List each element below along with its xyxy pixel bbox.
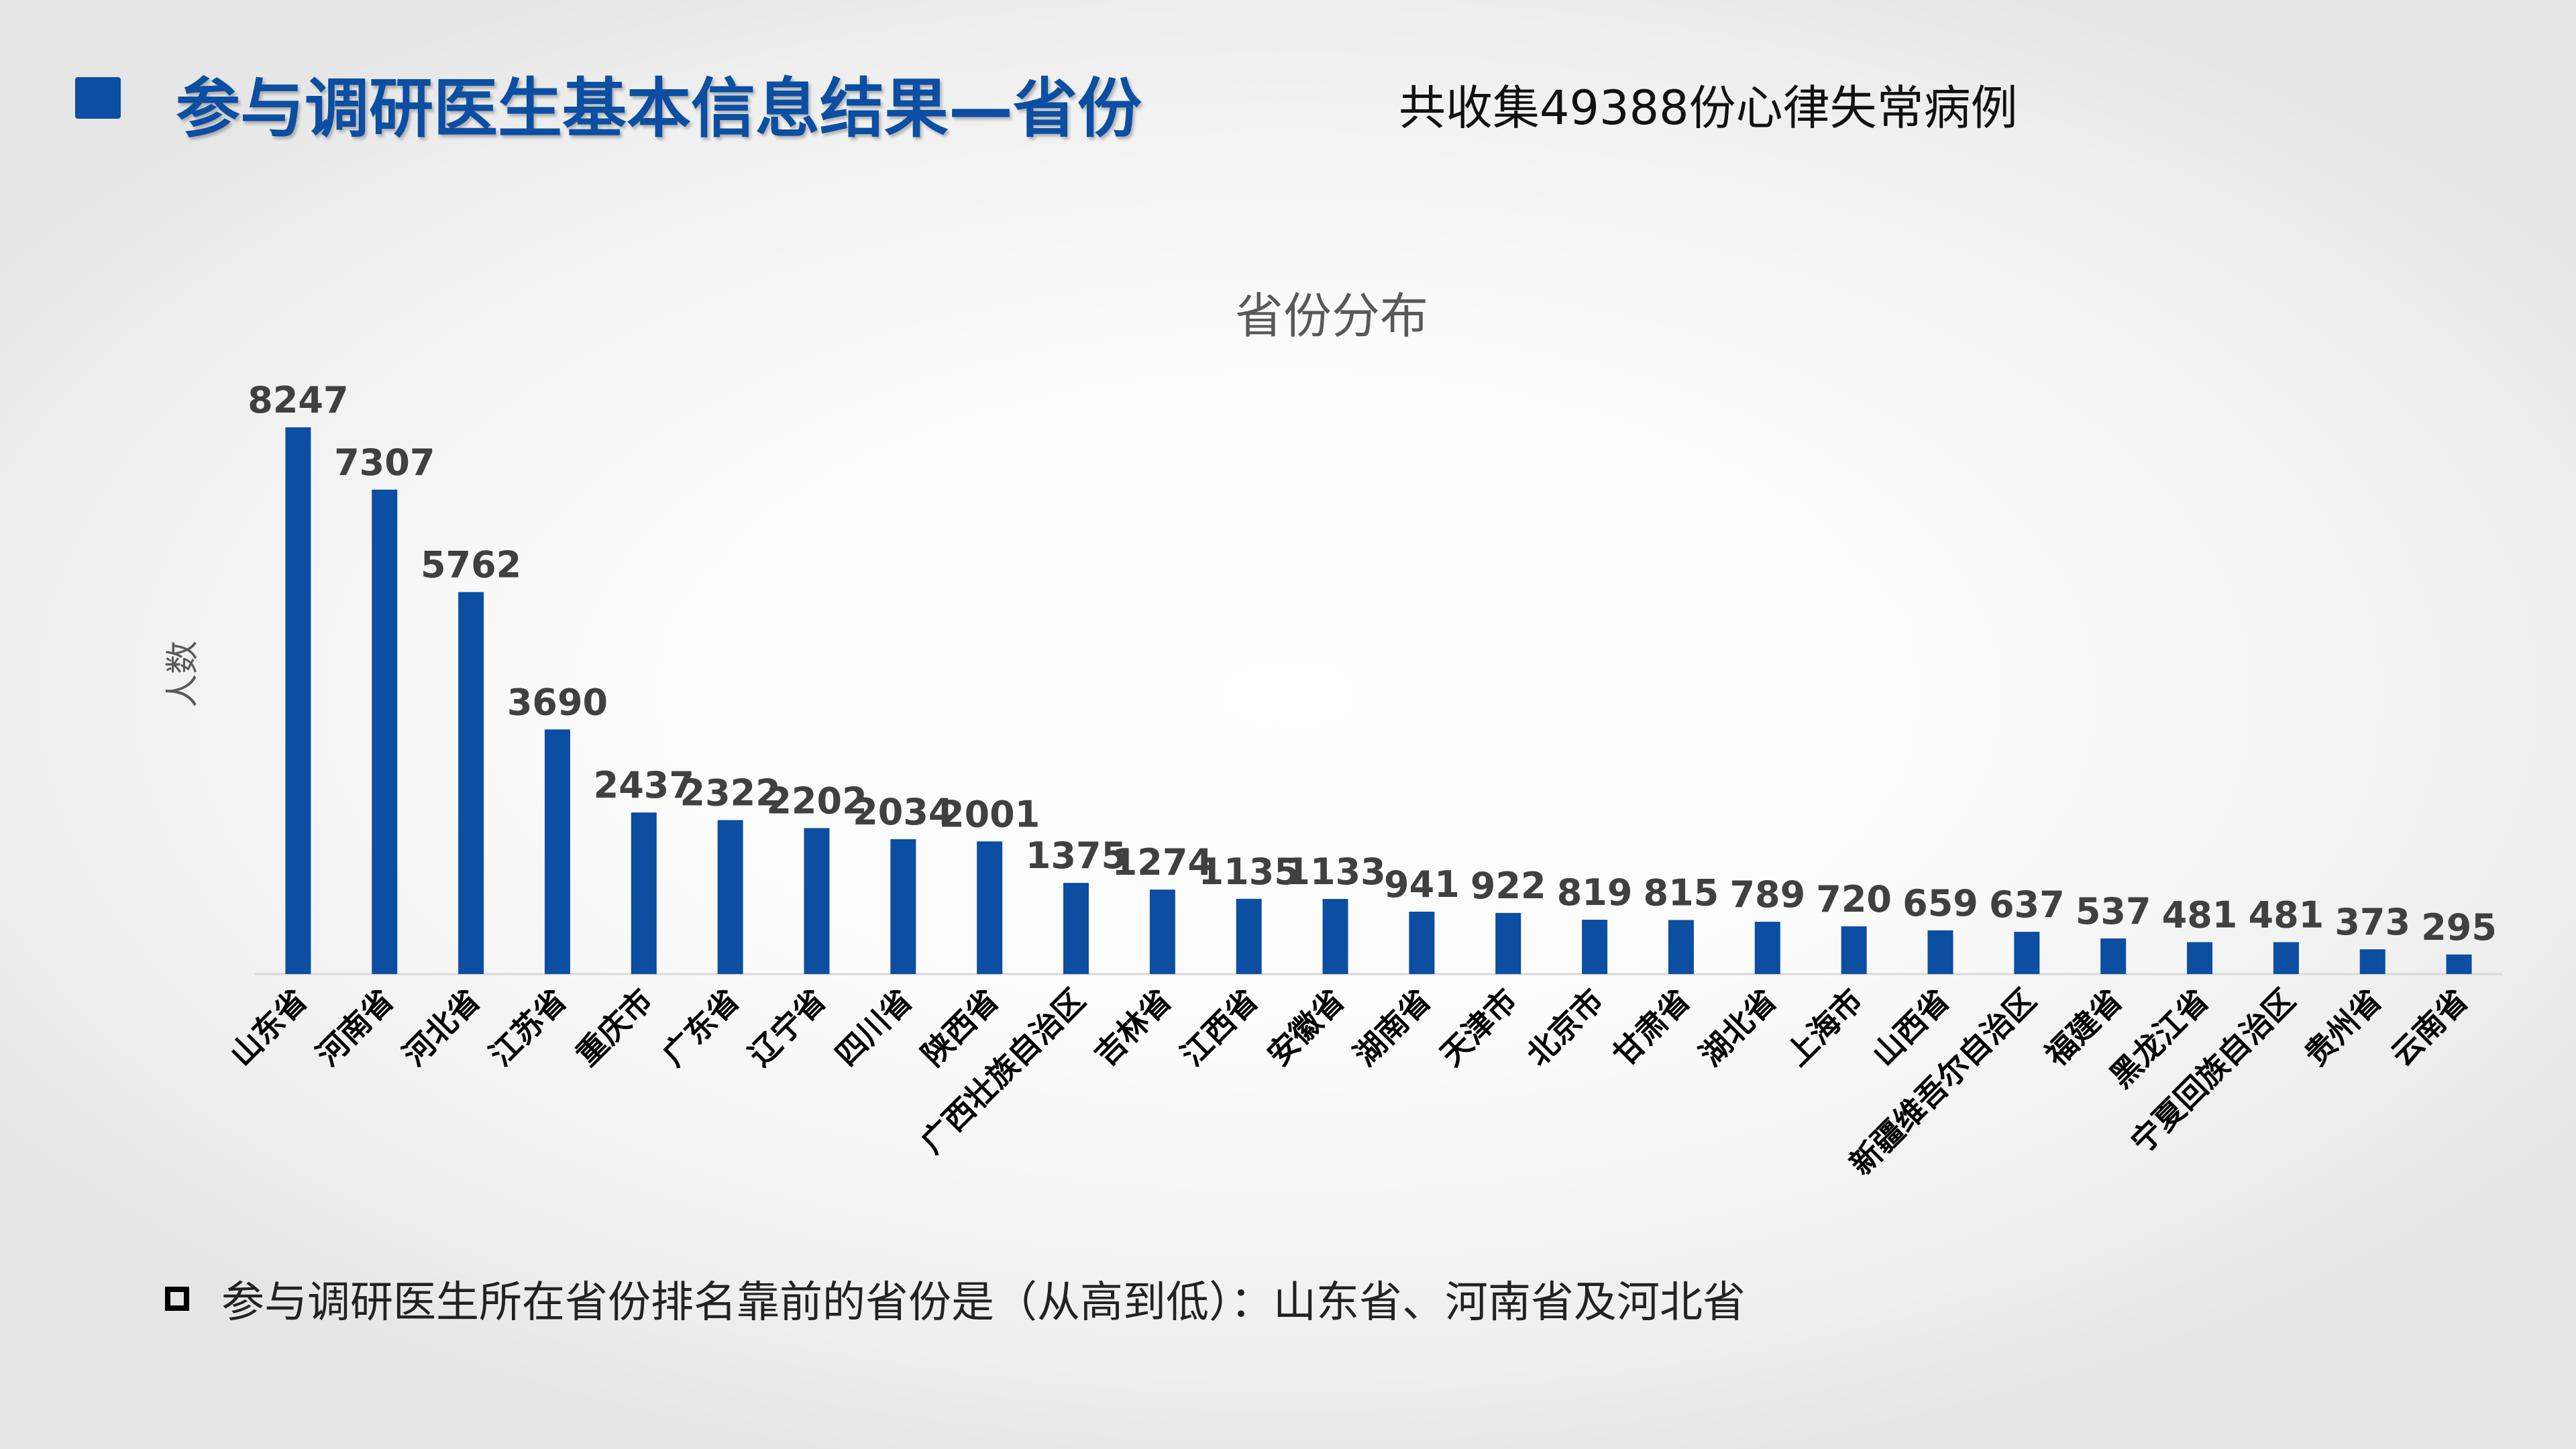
title-marker-square bbox=[75, 77, 121, 119]
summary-note: 参与调研医生所在省份排名靠前的省份是（从高到低）：山东省、河南省及河北省 bbox=[165, 1268, 1746, 1330]
x-category-label: 广东省 bbox=[655, 982, 747, 1073]
bar-value-label: 941 bbox=[1384, 863, 1460, 906]
bar-value-label: 295 bbox=[2421, 906, 2497, 949]
x-category-label: 云南省 bbox=[2384, 982, 2475, 1073]
bar bbox=[1409, 912, 1435, 974]
bar bbox=[1063, 883, 1089, 974]
bar-value-label: 8247 bbox=[248, 379, 348, 421]
bar bbox=[1495, 912, 1521, 974]
bar-value-label: 481 bbox=[2249, 894, 2324, 936]
bar bbox=[717, 820, 743, 974]
bar bbox=[372, 489, 398, 974]
x-category-label: 吉林省 bbox=[1087, 982, 1179, 1073]
bar bbox=[2187, 942, 2213, 974]
x-category-label: 四川省 bbox=[828, 982, 919, 1073]
bar bbox=[1149, 890, 1175, 974]
bar-value-label: 637 bbox=[1989, 883, 2065, 926]
bar-value-label: 2322 bbox=[680, 772, 781, 814]
bar bbox=[2446, 954, 2472, 974]
bar bbox=[544, 729, 570, 974]
category-labels-layer: 山东省河南省河北省江苏省重庆市广东省辽宁省四川省陕西省广西壮族自治区吉林省江西省… bbox=[223, 982, 2475, 1182]
x-category-label: 安徽省 bbox=[1260, 982, 1352, 1073]
bar-chart: 8247 7307 5762 3690 243723222202203420011375… bbox=[223, 379, 2502, 1182]
bar-value-label: 373 bbox=[2334, 901, 2410, 943]
bar-value-label: 815 bbox=[1644, 871, 1719, 914]
bar-value-label: 2034 bbox=[853, 791, 953, 833]
bar-value-label: 720 bbox=[1816, 878, 1892, 920]
bar-value-label: 537 bbox=[2076, 890, 2151, 932]
bar bbox=[2100, 938, 2127, 974]
bar-value-label: 1135 bbox=[1199, 851, 1299, 893]
x-category-label: 北京市 bbox=[1519, 982, 1611, 1073]
bar-value-label: 5762 bbox=[421, 544, 521, 586]
bar-value-label: 789 bbox=[1729, 873, 1805, 916]
bar bbox=[1668, 920, 1694, 974]
bar-value-label: 922 bbox=[1470, 865, 1546, 907]
bar bbox=[890, 839, 916, 974]
x-category-label: 甘肃省 bbox=[1606, 982, 1697, 1073]
x-category-label: 江苏省 bbox=[482, 982, 574, 1073]
bar bbox=[1754, 922, 1780, 974]
bar-value-label: 3690 bbox=[507, 681, 608, 723]
x-category-label: 河北省 bbox=[396, 982, 487, 1073]
value-labels-layer: 8247 7307 5762 3690 243723222202203420011375… bbox=[248, 379, 2497, 949]
bar-value-label: 2001 bbox=[939, 793, 1040, 835]
bar bbox=[804, 828, 830, 974]
bar-value-label: 819 bbox=[1557, 871, 1633, 914]
bar-value-label: 1133 bbox=[1285, 851, 1385, 893]
bar bbox=[2014, 932, 2040, 974]
x-category-label: 江西省 bbox=[1174, 982, 1265, 1073]
x-category-label: 湖南省 bbox=[1346, 982, 1438, 1073]
bar bbox=[1582, 920, 1608, 974]
bar bbox=[631, 812, 657, 974]
chart-title: 省份分布 bbox=[1234, 288, 1428, 344]
page-title: 参与调研医生基本信息结果—省份 bbox=[176, 71, 1142, 146]
bar-value-label: 2202 bbox=[766, 780, 867, 822]
bar-value-label: 7307 bbox=[334, 441, 435, 484]
bar-value-label: 1375 bbox=[1026, 835, 1126, 877]
bar bbox=[1841, 926, 1867, 974]
x-category-label: 重庆市 bbox=[569, 982, 660, 1073]
bar bbox=[977, 841, 1003, 974]
bars-layer bbox=[285, 427, 2472, 974]
bar bbox=[2359, 949, 2385, 974]
bar-value-label: 481 bbox=[2162, 894, 2238, 936]
x-category-label: 湖北省 bbox=[1693, 982, 1784, 1073]
bar-value-label: 659 bbox=[1902, 882, 1978, 924]
bar-value-label: 1274 bbox=[1112, 841, 1213, 883]
bar bbox=[285, 427, 311, 974]
hollow-square-bullet-icon bbox=[165, 1287, 189, 1311]
summary-note-text: 参与调研医生所在省份排名靠前的省份是（从高到低）：山东省、河南省及河北省 bbox=[221, 1278, 1746, 1328]
x-category-label: 上海市 bbox=[1779, 982, 1870, 1073]
x-category-label: 贵州省 bbox=[2298, 982, 2389, 1073]
bar-value-label: 2437 bbox=[594, 764, 694, 806]
bar bbox=[1927, 930, 1953, 974]
page-subtitle: 共收集49388份心律失常病例 bbox=[1399, 80, 2018, 136]
bar bbox=[458, 592, 484, 974]
x-category-label: 天津市 bbox=[1433, 982, 1524, 1073]
bar bbox=[1236, 898, 1262, 974]
x-category-label: 辽宁省 bbox=[742, 982, 833, 1073]
bar bbox=[1322, 899, 1348, 974]
x-category-label: 山东省 bbox=[223, 982, 314, 1073]
bar bbox=[2273, 942, 2299, 974]
x-category-label: 河南省 bbox=[309, 982, 400, 1073]
